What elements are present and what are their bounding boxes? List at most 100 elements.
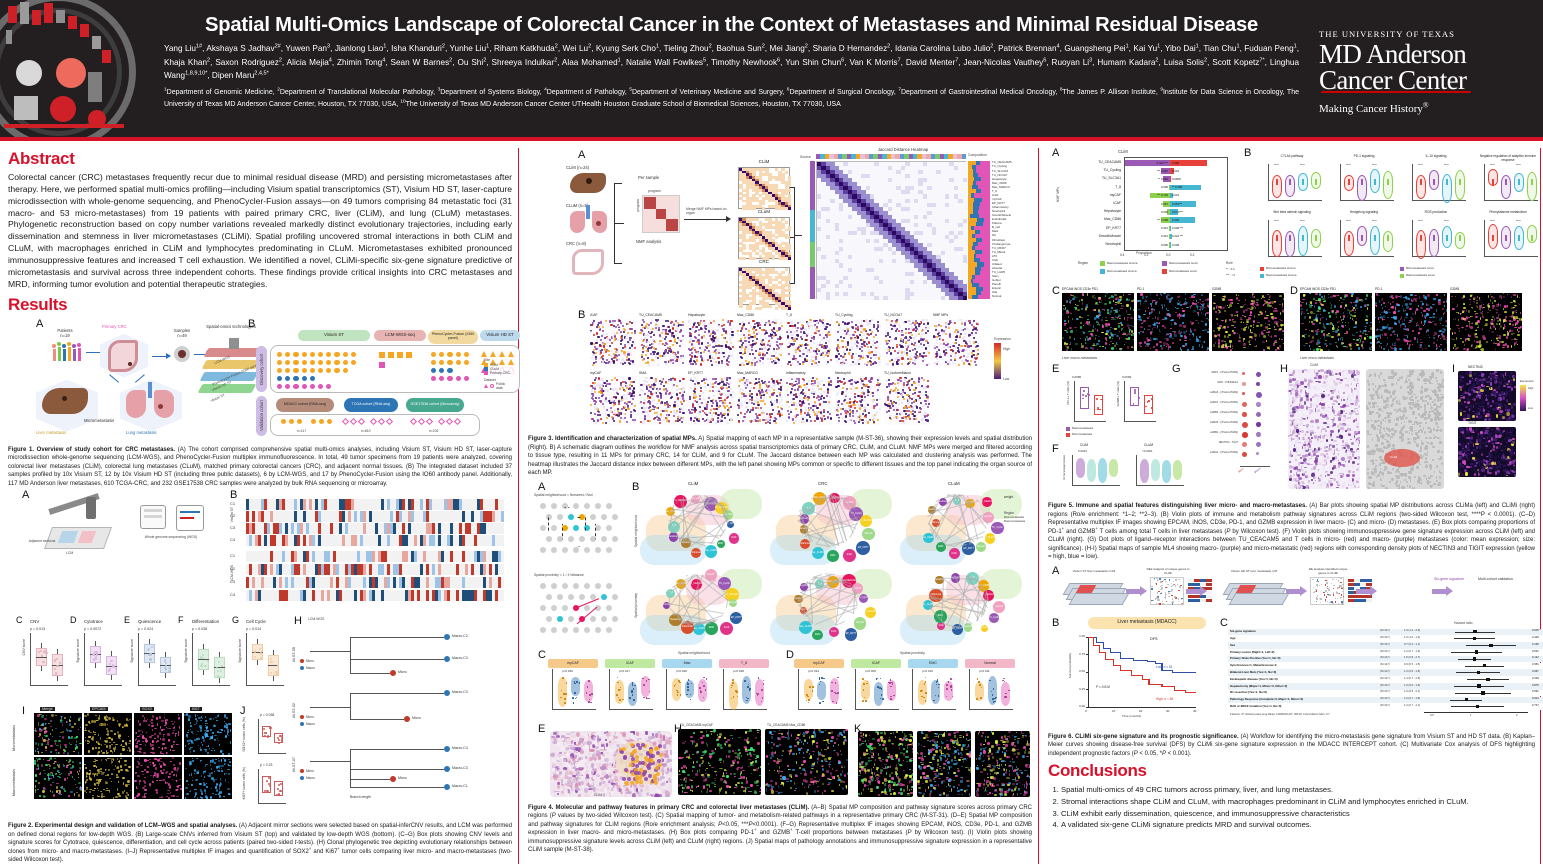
fig3b-spot	[602, 355, 604, 357]
fig2i-speck	[86, 776, 88, 777]
fig2i-speck	[137, 788, 138, 790]
fig2i-speck	[58, 740, 61, 743]
fig1b-square	[379, 362, 385, 368]
fig1-patients-label: Patients n=19	[50, 328, 80, 338]
fig3a-left-strip	[810, 161, 815, 299]
fig1b-discovery-card	[270, 345, 520, 393]
fig2i-speck	[200, 729, 202, 730]
fig2i-speck	[44, 718, 47, 721]
fig2i-speck	[120, 745, 121, 746]
fig2i-speck	[199, 738, 200, 741]
fig3b-spot	[760, 357, 762, 359]
fig2i-speck	[179, 726, 180, 729]
fig2i-speck	[39, 795, 41, 797]
fig3b-spot	[596, 332, 598, 334]
fig2i-speck	[213, 725, 215, 727]
fig3b-spot	[652, 328, 654, 330]
fig2a-adjacent-label: Adjacent sections	[26, 539, 58, 543]
fig1b-tech-hd: Visium HD ST	[480, 330, 520, 341]
fig2i-speck	[72, 776, 73, 778]
fig2i-speck	[38, 758, 41, 760]
fig2i-speck	[158, 747, 160, 748]
fig2-axis-x	[192, 685, 230, 686]
fig3-panel-a-letter: A	[578, 149, 585, 161]
fig3-mini-cell	[775, 307, 779, 310]
fig3b-spot	[780, 322, 782, 324]
fig2-boxplot-ylabel: Signature score	[76, 639, 80, 663]
abstract-text: Colorectal cancer (CRC) metastases frequ…	[8, 172, 512, 291]
fig2i-speck	[208, 775, 211, 777]
fig3b-map-title: iCAF	[590, 313, 598, 317]
fig3b-spot	[769, 324, 771, 326]
fig2i-speck	[206, 797, 207, 799]
fig3b-spot	[743, 364, 745, 366]
fig2i-speck	[146, 732, 147, 733]
fig2i-speck	[79, 743, 82, 744]
fig2i-speck	[109, 742, 111, 744]
fig2i-speck	[35, 750, 37, 753]
fig2i-speck	[109, 718, 111, 719]
fig3b-spot	[707, 359, 709, 361]
fig2-point	[45, 652, 47, 654]
fig2i-speck	[55, 715, 56, 716]
fig2b-cell	[501, 511, 504, 522]
fig2i-speck	[156, 791, 158, 794]
fig2i-speck	[94, 732, 97, 733]
fig2i-speck	[159, 716, 162, 719]
fig2i-speck	[212, 738, 213, 739]
fig3b-spot	[694, 331, 696, 333]
fig2-boxplot-letter: F	[178, 615, 184, 625]
fig3b-spot	[745, 343, 747, 345]
fig1b-dot	[293, 360, 298, 365]
fig3-mini-cell	[788, 189, 792, 192]
fig3b-spot	[591, 324, 593, 326]
fig3b-spot	[614, 356, 616, 358]
fig2i-speck	[173, 774, 175, 776]
fig2i-speck	[155, 738, 156, 739]
fig1b-dot	[343, 368, 348, 373]
fig2i-speck	[227, 769, 230, 770]
fig1b-tech-lcm: LCM-WGS-seq	[374, 330, 426, 341]
fig2i-speck	[224, 759, 226, 761]
fig2-whisker	[57, 649, 58, 654]
fig2i-speck	[76, 792, 77, 793]
fig2-whisker	[149, 639, 150, 644]
fig2i-speck	[230, 741, 231, 744]
fig1b-dot	[277, 384, 282, 389]
fig2i-speck	[93, 731, 94, 732]
page-title: Spatial Multi-Omics Landscape of Colorec…	[164, 14, 1299, 37]
fig1b-dot	[302, 352, 307, 357]
fig2h-legend: Macro	[306, 666, 315, 670]
fig1b-dot	[431, 368, 436, 373]
fig2i-speck	[157, 740, 160, 742]
fig1b-n2: n=610	[361, 429, 371, 433]
fig2i-speck	[50, 757, 52, 759]
fig3b-spot	[616, 332, 618, 334]
fig2i-speck	[211, 788, 212, 789]
fig2i-speck	[204, 776, 205, 778]
fig2i-speck	[197, 715, 198, 716]
fig2i-speck	[159, 732, 162, 735]
fig3b-spot	[650, 347, 652, 349]
fig2-boxplot-title: CNV	[30, 619, 39, 624]
fig2i-speck	[101, 795, 104, 797]
fig2i-speck	[215, 717, 218, 718]
fig2i-speck	[168, 739, 170, 741]
fig3b-spot	[748, 344, 750, 346]
fig2i-speck	[173, 764, 175, 765]
fig2i-speck	[134, 758, 135, 759]
fig2i-speck	[194, 724, 195, 726]
fig3b-spot	[720, 352, 722, 354]
fig2i-speck	[178, 714, 179, 715]
fig1-slide4: Visium ST	[210, 393, 226, 403]
fig3-mini-cell	[768, 305, 772, 308]
fig2i-speck	[224, 773, 225, 775]
fig3-mini-cell	[785, 221, 789, 224]
fig3-mini-cell	[788, 279, 792, 282]
fig3b-spot	[700, 352, 702, 354]
fig1b-dot	[439, 352, 444, 357]
fig3b-spot	[721, 325, 723, 327]
fig2i-speck	[89, 741, 90, 743]
fig2i-speck	[89, 770, 91, 771]
fig2-point	[276, 674, 278, 676]
